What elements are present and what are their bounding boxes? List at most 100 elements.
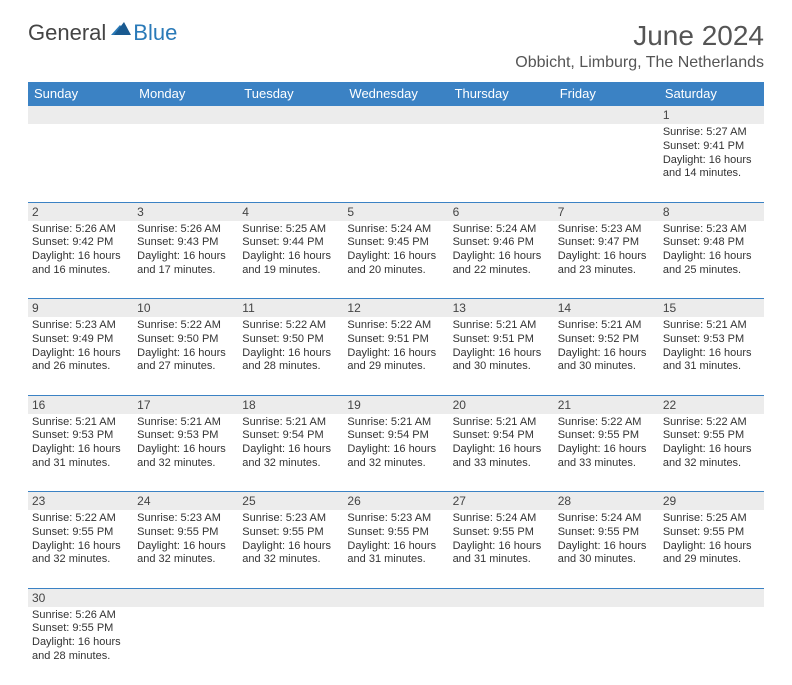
sunset-text: Sunset: 9:55 PM [558,429,655,443]
header: General Blue June 2024 Obbicht, Limburg,… [28,20,764,72]
day-number: 21 [558,398,571,412]
weekday-header: Monday [133,82,238,106]
daylight-text: Daylight: 16 hours [137,540,234,554]
day-number-cell: 5 [343,202,448,221]
daylight-text: and 19 minutes. [242,264,339,278]
weekday-header: Wednesday [343,82,448,106]
sunrise-text: Sunrise: 5:24 AM [558,512,655,526]
sunrise-text: Sunrise: 5:22 AM [558,416,655,430]
day-cell: Sunrise: 5:25 AMSunset: 9:55 PMDaylight:… [659,510,764,588]
day-cell: Sunrise: 5:23 AMSunset: 9:55 PMDaylight:… [343,510,448,588]
day-number-cell: 24 [133,492,238,511]
daylight-text: and 31 minutes. [347,553,444,567]
sunset-text: Sunset: 9:54 PM [453,429,550,443]
day-number: 24 [137,494,150,508]
daylight-text: and 17 minutes. [137,264,234,278]
daylight-text: Daylight: 16 hours [242,347,339,361]
day-number-cell: 21 [554,395,659,414]
daylight-text: Daylight: 16 hours [558,443,655,457]
day-number-cell: 17 [133,395,238,414]
week-row: Sunrise: 5:27 AMSunset: 9:41 PMDaylight:… [28,124,764,202]
day-cell: Sunrise: 5:24 AMSunset: 9:55 PMDaylight:… [554,510,659,588]
daylight-text: Daylight: 16 hours [663,347,760,361]
sunset-text: Sunset: 9:55 PM [347,526,444,540]
day-cell: Sunrise: 5:24 AMSunset: 9:55 PMDaylight:… [449,510,554,588]
day-number-cell: 29 [659,492,764,511]
month-title: June 2024 [515,20,764,52]
day-cell [238,124,343,202]
sunset-text: Sunset: 9:51 PM [347,333,444,347]
week-row: Sunrise: 5:26 AMSunset: 9:42 PM Daylight:… [28,221,764,299]
day-number-cell [238,588,343,607]
day-number-cell: 14 [554,299,659,318]
daynum-row: 2345678 [28,202,764,221]
daylight-text: Daylight: 16 hours [347,250,444,264]
sunrise-text: Sunrise: 5:21 AM [347,416,444,430]
daylight-text: and 31 minutes. [663,360,760,374]
day-number: 1 [663,108,670,122]
day-cell: Sunrise: 5:21 AMSunset: 9:52 PMDaylight:… [554,317,659,395]
daylight-text: and 16 minutes. [32,264,129,278]
calendar-table: Sunday Monday Tuesday Wednesday Thursday… [28,82,764,685]
week-row: Sunrise: 5:21 AMSunset: 9:53 PMDaylight:… [28,414,764,492]
daylight-text: and 32 minutes. [663,457,760,471]
daylight-text: and 32 minutes. [32,553,129,567]
day-number-cell: 22 [659,395,764,414]
sunset-text: Sunset: 9:55 PM [137,526,234,540]
sunrise-text: Sunrise: 5:26 AM [32,223,129,237]
day-number: 8 [663,205,670,219]
day-cell: Sunrise: 5:22 AMSunset: 9:55 PMDaylight:… [28,510,133,588]
day-number-cell: 25 [238,492,343,511]
sunset-text: Sunset: 9:55 PM [32,622,129,636]
daylight-text: and 22 minutes. [453,264,550,278]
day-cell [133,607,238,685]
daylight-text: Daylight: 16 hours [558,250,655,264]
day-number: 25 [242,494,255,508]
week-row: Sunrise: 5:23 AMSunset: 9:49 PMDaylight:… [28,317,764,395]
day-number-cell: 27 [449,492,554,511]
logo-text-blue: Blue [133,20,177,46]
daylight-text: and 29 minutes. [347,360,444,374]
sunrise-text: Sunrise: 5:21 AM [137,416,234,430]
sunset-text: Sunset: 9:54 PM [347,429,444,443]
daylight-text: and 30 minutes. [453,360,550,374]
day-cell: Sunrise: 5:24 AMSunset: 9:45 PMDaylight:… [343,221,448,299]
daylight-text: Daylight: 16 hours [347,443,444,457]
day-number: 14 [558,301,571,315]
sunset-text: Sunset: 9:55 PM [663,526,760,540]
day-number: 26 [347,494,360,508]
day-cell: Sunrise: 5:21 AMSunset: 9:51 PMDaylight:… [449,317,554,395]
daynum-row: 1 [28,106,764,125]
daylight-text: and 33 minutes. [453,457,550,471]
daylight-text: Daylight: 16 hours [453,443,550,457]
sunset-text: Sunset: 9:41 PM [663,140,760,154]
sunset-text: Sunset: 9:42 PM [32,236,129,250]
weekday-header-row: Sunday Monday Tuesday Wednesday Thursday… [28,82,764,106]
daylight-text: Daylight: 16 hours [137,250,234,264]
sunset-text: Sunset: 9:46 PM [453,236,550,250]
daylight-text: Daylight: 16 hours [558,347,655,361]
day-number-cell: 26 [343,492,448,511]
daylight-text: and 29 minutes. [663,553,760,567]
sunrise-text: Sunrise: 5:22 AM [663,416,760,430]
sunrise-text: Sunrise: 5:23 AM [242,512,339,526]
day-number-cell: 15 [659,299,764,318]
daynum-row: 16171819202122 [28,395,764,414]
flag-icon [111,20,131,43]
day-cell: Sunrise: 5:26 AMSunset: 9:42 PMDaylight:… [28,221,133,299]
daylight-text: and 30 minutes. [558,360,655,374]
day-number: 11 [242,301,254,315]
daylight-text: and 26 minutes. [32,360,129,374]
day-cell [343,124,448,202]
day-cell: Sunrise: 5:23 AMSunset: 9:49 PMDaylight:… [28,317,133,395]
daylight-text: Daylight: 16 hours [242,250,339,264]
day-number-cell: 3 [133,202,238,221]
sunrise-text: Sunrise: 5:21 AM [242,416,339,430]
daylight-text: Daylight: 16 hours [453,347,550,361]
sunrise-text: Sunrise: 5:21 AM [558,319,655,333]
day-number: 5 [347,205,354,219]
daylight-text: and 28 minutes. [242,360,339,374]
day-number: 17 [137,398,150,412]
weekday-header: Friday [554,82,659,106]
day-number: 12 [347,301,360,315]
